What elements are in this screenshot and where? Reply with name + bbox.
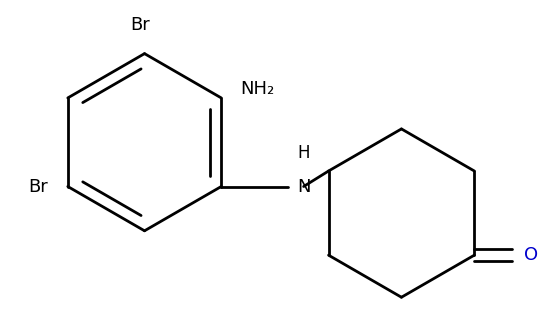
Text: Br: Br	[29, 178, 48, 196]
Text: NH₂: NH₂	[241, 80, 275, 98]
Text: O: O	[524, 246, 538, 264]
Text: H: H	[298, 144, 310, 162]
Text: N: N	[297, 178, 311, 196]
Text: Br: Br	[130, 16, 150, 34]
